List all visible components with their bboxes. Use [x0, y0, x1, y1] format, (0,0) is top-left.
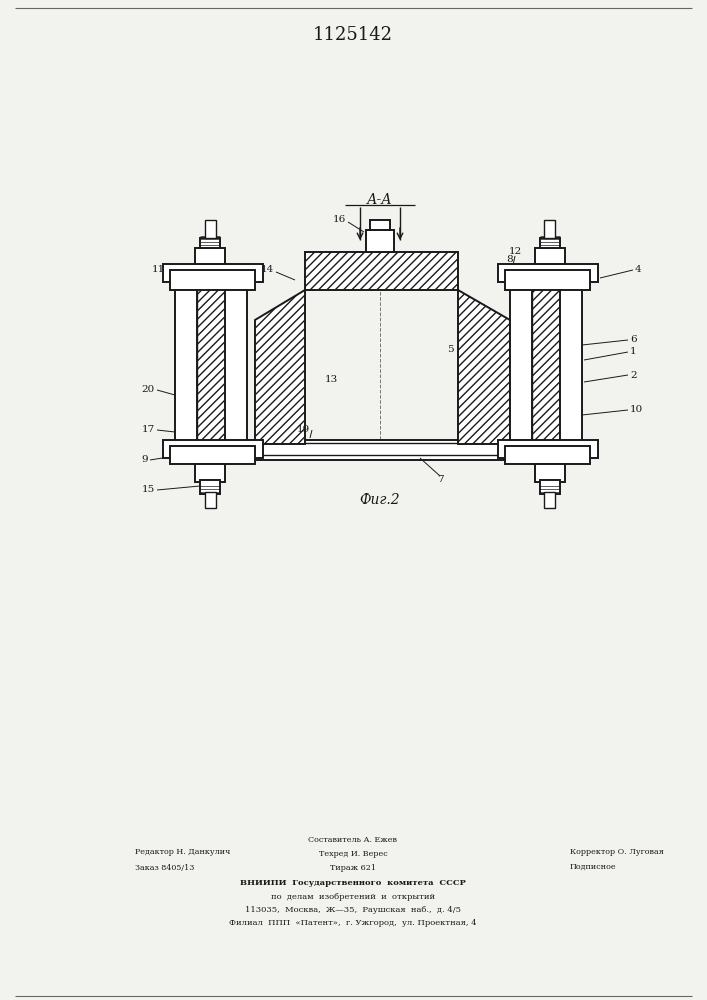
Bar [230, 440, 535, 460]
Text: 11: 11 [152, 265, 165, 274]
Bar [163, 264, 263, 282]
Text: Фиг.2: Фиг.2 [360, 493, 400, 507]
Bar [505, 446, 590, 464]
Bar [170, 270, 255, 290]
Bar [510, 280, 532, 452]
Bar [544, 492, 555, 508]
Bar [195, 464, 225, 482]
Bar [225, 280, 247, 452]
Bar [170, 446, 255, 464]
Text: 14: 14 [261, 265, 274, 274]
Bar [505, 270, 590, 290]
Text: 13: 13 [325, 375, 338, 384]
Text: Тираж 621: Тираж 621 [330, 864, 376, 872]
Bar [248, 443, 517, 455]
Polygon shape [458, 290, 510, 444]
Text: Заказ 8405/13: Заказ 8405/13 [135, 864, 194, 872]
Text: 9: 9 [141, 456, 148, 464]
Bar [200, 480, 220, 494]
Text: А-А: А-А [367, 193, 393, 207]
Text: 20: 20 [141, 385, 155, 394]
Text: Составитель А. Ежев: Составитель А. Ежев [308, 836, 397, 844]
Text: 10: 10 [630, 406, 643, 414]
Text: 16: 16 [333, 216, 346, 225]
Text: Корректор О. Луговая: Корректор О. Луговая [570, 848, 664, 856]
Bar [195, 248, 225, 264]
Text: 7: 7 [437, 476, 443, 485]
Text: 1: 1 [630, 348, 636, 357]
Bar [540, 480, 560, 494]
Text: по  делам  изобретений  и  открытий: по делам изобретений и открытий [271, 893, 435, 901]
Bar [544, 220, 555, 238]
Bar [370, 220, 390, 230]
Bar [205, 220, 216, 238]
Bar [560, 280, 582, 452]
Text: Техред И. Верес: Техред И. Верес [319, 850, 387, 858]
Polygon shape [255, 290, 305, 444]
Bar [305, 252, 458, 290]
Text: Филиал  ППП  «Патент»,  г. Ужгород,  ул. Проектная, 4: Филиал ППП «Патент», г. Ужгород, ул. Про… [229, 919, 477, 927]
Bar [366, 230, 394, 252]
Text: 19: 19 [297, 426, 310, 434]
Text: 1125142: 1125142 [313, 26, 393, 44]
Text: 8: 8 [507, 255, 513, 264]
Text: 2: 2 [630, 370, 636, 379]
Text: 6: 6 [630, 336, 636, 344]
Text: 17: 17 [141, 426, 155, 434]
Bar [197, 280, 225, 452]
Bar [175, 280, 197, 452]
Bar [498, 440, 598, 458]
Text: 113035,  Москва,  Ж—35,  Раушская  наб.,  д. 4/5: 113035, Москва, Ж—35, Раушская наб., д. … [245, 906, 461, 914]
Bar [532, 280, 560, 452]
Bar [200, 238, 220, 248]
Text: Редактор Н. Данкулич: Редактор Н. Данкулич [135, 848, 230, 856]
Bar [540, 238, 560, 248]
Bar [535, 248, 565, 264]
Text: 5: 5 [447, 346, 453, 355]
Text: 12: 12 [508, 247, 522, 256]
Bar [163, 440, 263, 458]
Text: 4: 4 [635, 265, 642, 274]
Text: 15: 15 [141, 486, 155, 494]
Text: Подписное: Подписное [570, 863, 617, 871]
Bar [205, 492, 216, 508]
Bar [535, 464, 565, 482]
Text: ВНИИПИ  Государственного  комитета  СССР: ВНИИПИ Государственного комитета СССР [240, 879, 466, 887]
Bar [498, 264, 598, 282]
